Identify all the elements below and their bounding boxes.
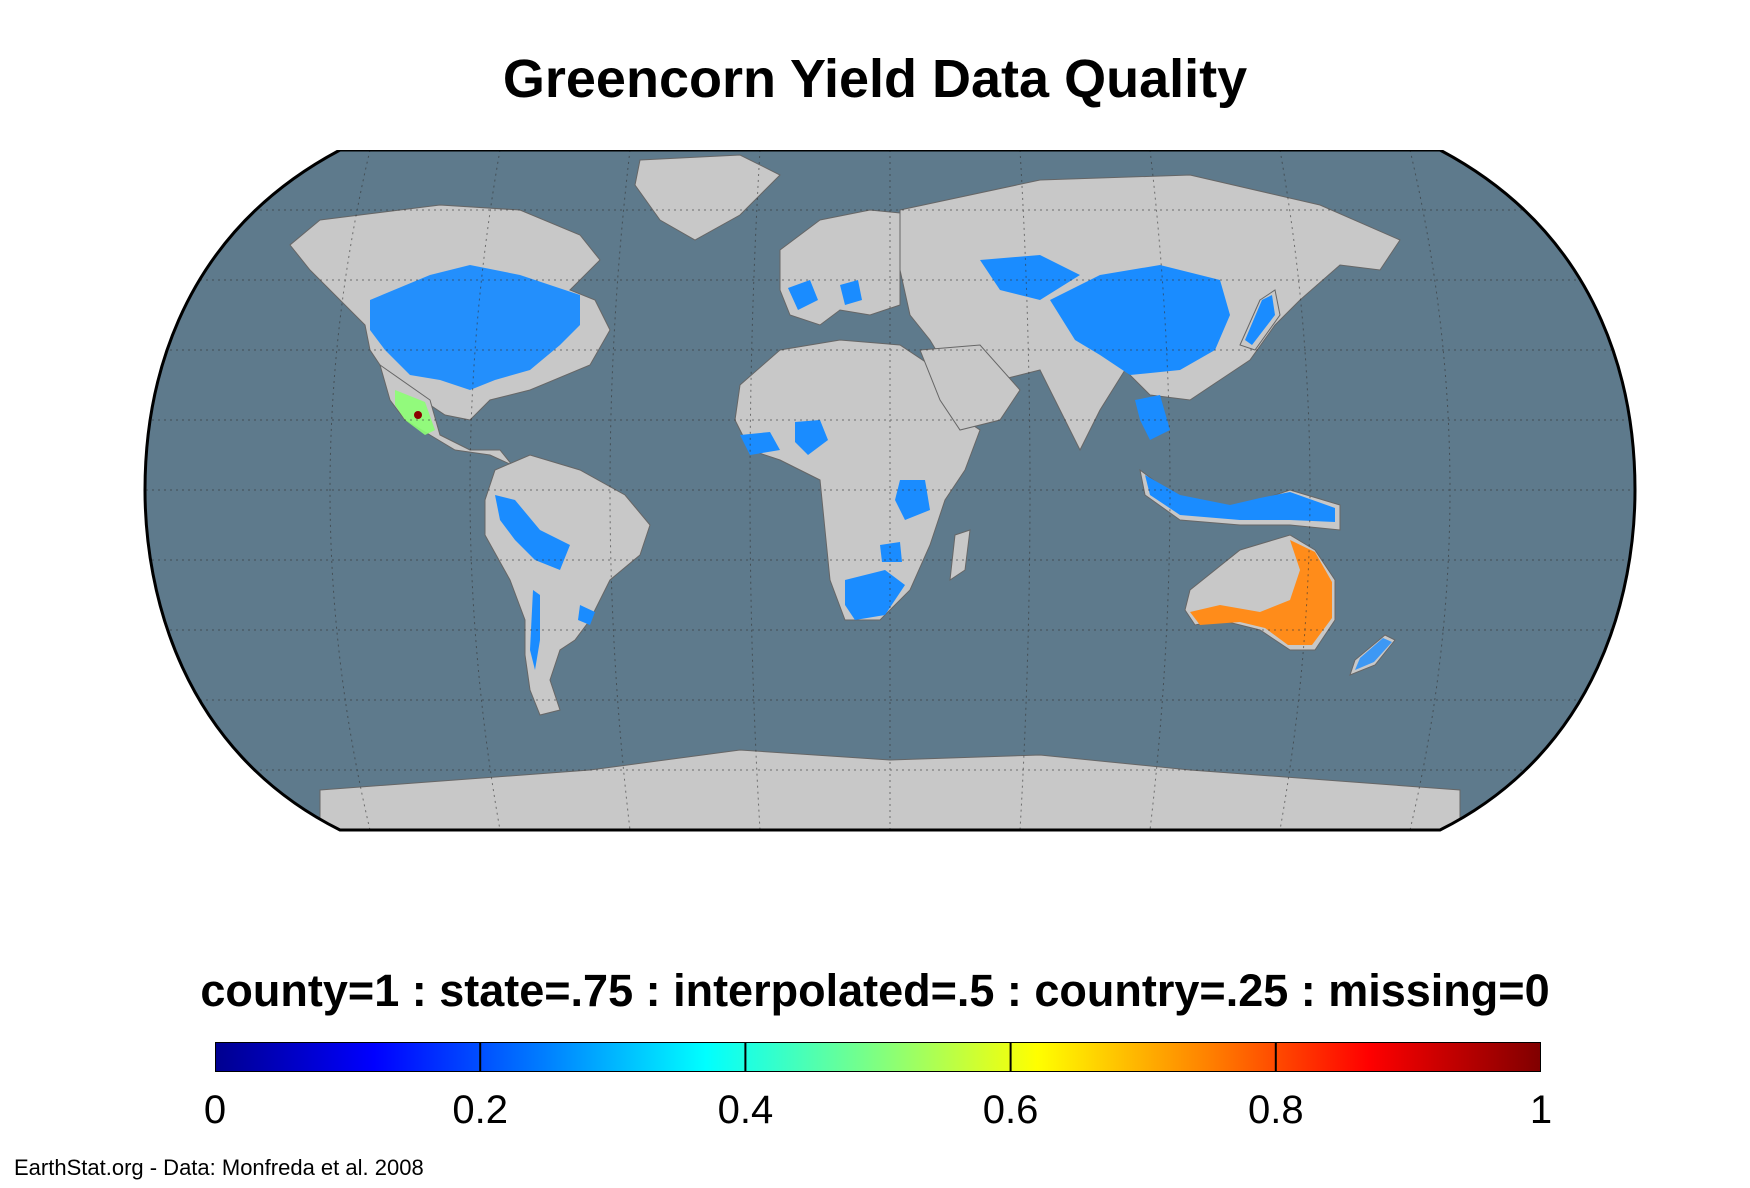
colorbar-tick-label: 0.4 (717, 1088, 774, 1132)
region-kazakhstan (980, 255, 1080, 300)
graticule (145, 150, 1635, 830)
colorbar-tick-label: 0.6 (982, 1088, 1039, 1132)
region-indonesia (1145, 475, 1335, 522)
region-new-zealand (1355, 638, 1392, 670)
africa (734, 339, 981, 621)
region-argentina (530, 590, 540, 670)
europe (779, 209, 931, 326)
region-peru-bolivia (495, 495, 570, 570)
globe-border (143, 148, 1637, 832)
region-zimbabwe (880, 542, 902, 562)
colorbar-tick-label: 0.2 (452, 1088, 508, 1132)
region-mexico-state (414, 411, 422, 419)
legend-caption: county=1 : state=.75 : interpolated=.5 :… (200, 965, 1550, 1016)
colorbar-gradient (215, 1042, 1541, 1072)
greenland (634, 154, 781, 241)
map-title: Greencorn Yield Data Quality (502, 49, 1248, 109)
world-map (140, 148, 1640, 930)
region-china (1050, 265, 1230, 375)
colorbar (215, 1042, 1541, 1072)
region-japan (1245, 295, 1275, 345)
colorbar-tick-label: 0 (203, 1088, 227, 1132)
region-usa (370, 265, 580, 390)
region-balkans (840, 280, 862, 305)
region-nigeria (795, 420, 828, 455)
region-france (788, 280, 818, 310)
region-australia (1190, 540, 1332, 645)
colorbar-ticks (479, 1042, 1277, 1072)
colorbar-tick-label: 1 (1529, 1088, 1553, 1132)
madagascar (949, 529, 971, 582)
colorbar-tick-label: 0.8 (1247, 1088, 1304, 1132)
region-west-africa (740, 432, 780, 455)
data-overlays (370, 255, 1392, 670)
map-svg (143, 148, 1637, 832)
region-se-asia (1135, 395, 1170, 440)
region-uruguay (578, 605, 595, 625)
credit-text: EarthStat.org - Data: Monfreda et al. 20… (14, 1155, 424, 1180)
central-america (379, 363, 513, 466)
